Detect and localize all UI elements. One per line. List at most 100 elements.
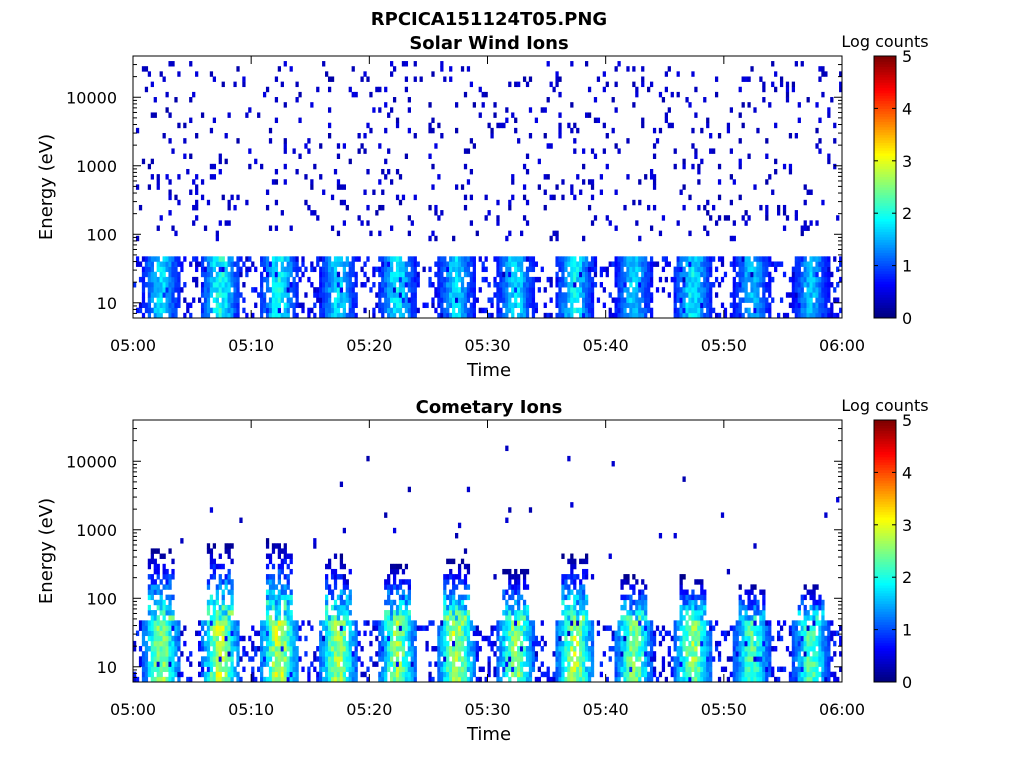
heatmap-cell: [390, 282, 394, 288]
heatmap-cell: [463, 620, 468, 626]
heatmap-cell: [629, 261, 633, 267]
heatmap-cell: [327, 589, 332, 595]
heatmap-cell: [212, 656, 217, 662]
heatmap-cell: [570, 292, 574, 298]
heatmap-cell: [212, 297, 217, 303]
heatmap-cell: [336, 610, 341, 616]
heatmap-cell: [638, 282, 642, 288]
heatmap-cell: [779, 81, 784, 88]
heatmap-cell: [688, 671, 692, 678]
heatmap-cell: [505, 276, 509, 283]
heatmap-cell: [440, 61, 444, 67]
heatmap-cell: [286, 584, 290, 590]
heatmap-cell: [706, 307, 710, 314]
heatmap-cell: [372, 661, 376, 667]
heatmap-cell: [387, 630, 391, 637]
x-tick-label: 05:20: [346, 336, 392, 355]
heatmap-cell: [345, 599, 349, 606]
heatmap-cell: [195, 184, 199, 190]
heatmap-cell: [410, 256, 414, 262]
heatmap-cell: [596, 76, 601, 82]
heatmap-cell: [452, 646, 456, 652]
heatmap-cell: [522, 302, 527, 309]
heatmap-cell: [186, 302, 190, 309]
heatmap-cell: [141, 676, 146, 683]
heatmap-cell: [753, 184, 757, 190]
heatmap-cell: [520, 661, 524, 667]
heatmap-cell: [325, 635, 329, 642]
heatmap-cell: [407, 651, 411, 657]
heatmap-cell: [815, 102, 819, 108]
heatmap-cell: [632, 625, 636, 631]
heatmap-cell: [327, 122, 332, 129]
heatmap-cell: [517, 610, 521, 616]
heatmap-cell: [460, 676, 465, 683]
heatmap-cell: [567, 584, 571, 590]
heatmap-cell: [265, 271, 270, 278]
heatmap-cell: [703, 261, 707, 267]
heatmap-cell: [593, 215, 598, 221]
heatmap-cell: [289, 640, 293, 647]
heatmap-cell: [286, 676, 290, 683]
heatmap-cell: [449, 261, 453, 267]
heatmap-cell: [395, 671, 400, 678]
heatmap-cell: [457, 287, 462, 293]
heatmap-cell: [706, 287, 710, 293]
heatmap-cell: [517, 584, 521, 590]
heatmap-cell: [688, 297, 692, 303]
heatmap-cell: [626, 297, 630, 303]
heatmap-cell: [706, 276, 710, 283]
heatmap-cell: [531, 282, 536, 288]
heatmap-cell: [756, 261, 760, 267]
heatmap-cell: [443, 646, 447, 652]
heatmap-cell: [212, 615, 217, 621]
heatmap-cell: [165, 584, 169, 590]
heatmap-cell: [162, 599, 166, 606]
heatmap-cell: [543, 287, 547, 293]
heatmap-cell: [218, 287, 222, 293]
heatmap-cell: [777, 210, 781, 216]
heatmap-cell: [360, 76, 364, 82]
heatmap-cell: [206, 271, 211, 278]
heatmap-cell: [561, 599, 565, 606]
heatmap-cell: [505, 302, 509, 309]
heatmap-cell: [171, 640, 175, 647]
heatmap-cell: [691, 625, 695, 631]
heatmap-cell: [354, 651, 358, 657]
colorbar-segment: [874, 273, 896, 277]
heatmap-cell: [248, 266, 252, 273]
heatmap-cell: [747, 276, 751, 283]
heatmap-cell: [351, 630, 355, 637]
heatmap-cell: [590, 179, 595, 185]
heatmap-cell: [135, 256, 140, 262]
colorbar-segment: [874, 278, 896, 282]
heatmap-cell: [785, 215, 790, 221]
colorbar-tick-label: 1: [902, 257, 912, 276]
heatmap-cell: [502, 666, 506, 673]
heatmap-cell: [632, 302, 636, 309]
heatmap-cell: [327, 646, 332, 652]
heatmap-cell: [738, 266, 742, 273]
heatmap-cell: [156, 604, 160, 611]
heatmap-cell: [147, 184, 152, 190]
heatmap-cell: [570, 620, 574, 626]
heatmap-cell: [800, 297, 804, 303]
heatmap-cell: [765, 297, 769, 303]
heatmap-cell: [156, 312, 160, 319]
heatmap-cell: [744, 307, 748, 314]
heatmap-cell: [756, 282, 760, 288]
heatmap-cell: [505, 666, 509, 673]
heatmap-cell: [567, 604, 571, 611]
heatmap-cell: [407, 676, 411, 683]
heatmap-cell: [206, 543, 211, 549]
heatmap-cell: [446, 651, 450, 657]
heatmap-cell: [224, 604, 228, 611]
heatmap-cell: [333, 256, 338, 262]
heatmap-cell: [460, 261, 465, 267]
heatmap-cell: [688, 102, 692, 108]
heatmap-cell: [404, 656, 409, 662]
heatmap-cell: [455, 532, 459, 539]
heatmap-cell: [549, 282, 553, 288]
heatmap-cell: [714, 220, 719, 226]
